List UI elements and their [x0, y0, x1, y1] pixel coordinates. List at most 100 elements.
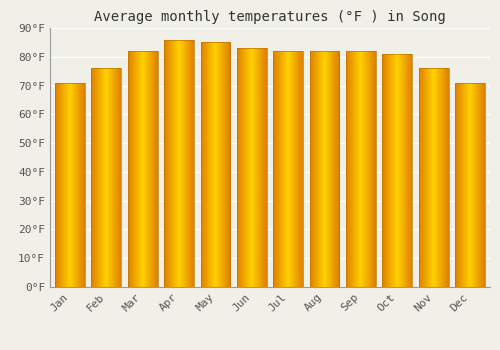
Bar: [382, 54, 412, 287]
Bar: [404, 54, 406, 287]
Bar: [297, 51, 298, 287]
Bar: [283, 51, 284, 287]
Bar: [152, 51, 154, 287]
Bar: [438, 68, 440, 287]
Bar: [55, 83, 85, 287]
Bar: [100, 68, 101, 287]
Bar: [349, 51, 350, 287]
Bar: [115, 68, 116, 287]
Bar: [441, 68, 442, 287]
Bar: [167, 40, 168, 287]
Bar: [278, 51, 279, 287]
Bar: [261, 48, 262, 287]
Bar: [58, 83, 59, 287]
Bar: [288, 51, 290, 287]
Bar: [223, 42, 224, 287]
Bar: [446, 68, 447, 287]
Bar: [319, 51, 320, 287]
Bar: [170, 40, 172, 287]
Bar: [393, 54, 394, 287]
Bar: [371, 51, 372, 287]
Bar: [168, 40, 169, 287]
Bar: [140, 51, 141, 287]
Bar: [404, 54, 405, 287]
Bar: [128, 51, 129, 287]
Bar: [274, 51, 275, 287]
Bar: [240, 48, 241, 287]
Bar: [384, 54, 385, 287]
Bar: [186, 40, 187, 287]
Bar: [406, 54, 407, 287]
Bar: [263, 48, 264, 287]
Bar: [468, 83, 469, 287]
Bar: [65, 83, 66, 287]
Bar: [298, 51, 300, 287]
Bar: [191, 40, 192, 287]
Bar: [411, 54, 412, 287]
Bar: [312, 51, 314, 287]
Bar: [354, 51, 355, 287]
Bar: [189, 40, 190, 287]
Bar: [444, 68, 445, 287]
Bar: [173, 40, 174, 287]
Bar: [133, 51, 134, 287]
Bar: [113, 68, 114, 287]
Bar: [375, 51, 376, 287]
Bar: [103, 68, 104, 287]
Bar: [154, 51, 156, 287]
Bar: [84, 83, 85, 287]
Bar: [102, 68, 103, 287]
Bar: [174, 40, 176, 287]
Bar: [469, 83, 470, 287]
Bar: [208, 42, 209, 287]
Bar: [386, 54, 387, 287]
Bar: [397, 54, 398, 287]
Bar: [310, 51, 340, 287]
Bar: [61, 83, 62, 287]
Bar: [295, 51, 296, 287]
Bar: [156, 51, 158, 287]
Bar: [294, 51, 295, 287]
Bar: [476, 83, 477, 287]
Bar: [470, 83, 471, 287]
Bar: [130, 51, 131, 287]
Bar: [260, 48, 261, 287]
Bar: [323, 51, 324, 287]
Bar: [482, 83, 483, 287]
Bar: [321, 51, 322, 287]
Bar: [150, 51, 152, 287]
Bar: [241, 48, 242, 287]
Bar: [137, 51, 138, 287]
Bar: [366, 51, 367, 287]
Bar: [140, 51, 141, 287]
Bar: [425, 68, 426, 287]
Bar: [358, 51, 359, 287]
Bar: [389, 54, 390, 287]
Bar: [429, 68, 430, 287]
Bar: [209, 42, 210, 287]
Bar: [94, 68, 95, 287]
Bar: [213, 42, 214, 287]
Bar: [333, 51, 334, 287]
Bar: [56, 83, 58, 287]
Bar: [346, 51, 347, 287]
Bar: [237, 48, 266, 287]
Bar: [188, 40, 189, 287]
Bar: [74, 83, 75, 287]
Bar: [92, 68, 93, 287]
Bar: [402, 54, 404, 287]
Bar: [372, 51, 373, 287]
Bar: [164, 40, 194, 287]
Bar: [106, 68, 107, 287]
Bar: [250, 48, 251, 287]
Bar: [148, 51, 149, 287]
Bar: [178, 40, 179, 287]
Bar: [222, 42, 223, 287]
Bar: [302, 51, 303, 287]
Bar: [181, 40, 182, 287]
Bar: [290, 51, 291, 287]
Bar: [204, 42, 205, 287]
Bar: [431, 68, 432, 287]
Bar: [430, 68, 432, 287]
Bar: [444, 68, 445, 287]
